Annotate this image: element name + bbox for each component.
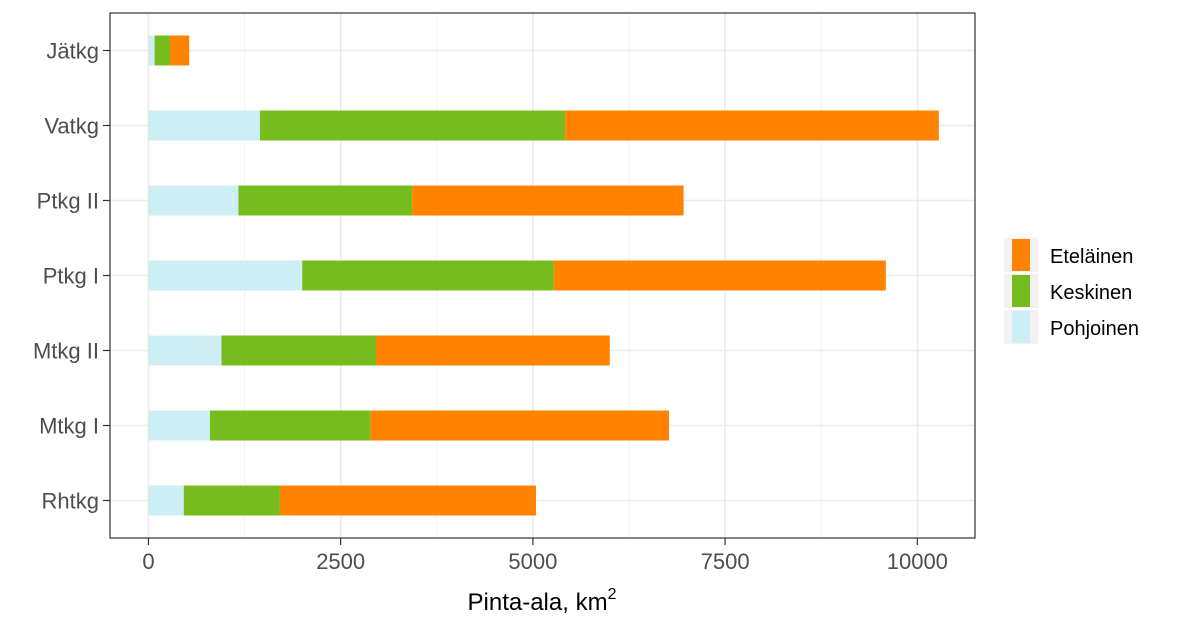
bar-segment-etel-inen — [370, 410, 669, 441]
bar-segment-etel-inen — [279, 485, 536, 516]
bar-segment-etel-inen — [553, 260, 886, 291]
bar-segment-pohjoinen — [148, 185, 239, 216]
bar-segment-pohjoinen — [148, 260, 303, 291]
y-tick-label: Ptkg II — [37, 189, 99, 214]
bar-segment-keskinen — [259, 110, 566, 141]
legend-label: Keskinen — [1050, 282, 1132, 304]
y-axis: Rhtkg Mtkg I Mtkg II Ptkg I Ptkg II Vatkg Jätk… — [33, 39, 110, 514]
legend-swatch — [1012, 239, 1030, 271]
x-axis: 0 2500 5000 7500 10000 — [142, 538, 948, 574]
bar-segment-etel-inen — [169, 35, 190, 66]
y-tick-label: Jätkg — [46, 39, 99, 64]
bar-segment-pohjoinen — [148, 110, 260, 141]
bar-segment-pohjoinen — [148, 335, 222, 366]
x-tick-label: 5000 — [508, 549, 557, 574]
x-tick-label: 2500 — [316, 549, 365, 574]
bar-segment-pohjoinen — [148, 485, 184, 516]
legend-swatch — [1012, 275, 1030, 307]
legend: Eteläinen Keskinen Pohjoinen — [1004, 238, 1139, 344]
legend-label: Pohjoinen — [1050, 318, 1139, 340]
legend-label: Eteläinen — [1050, 246, 1133, 268]
bar-segment-etel-inen — [565, 110, 939, 141]
x-tick-label: 10000 — [887, 549, 948, 574]
bar-segment-keskinen — [183, 485, 280, 516]
bar-segment-pohjoinen — [148, 410, 210, 441]
x-axis-title: Pinta-ala, km2 — [468, 586, 617, 616]
y-tick-label: Mtkg II — [33, 339, 99, 364]
y-tick-label: Mtkg I — [39, 414, 99, 439]
bar-segment-keskinen — [209, 410, 371, 441]
bar-segment-keskinen — [221, 335, 377, 366]
x-tick-label: 0 — [142, 549, 154, 574]
x-tick-label: 7500 — [701, 549, 750, 574]
x-axis-title-text: Pinta-ala, km — [468, 589, 608, 616]
bar-segment-pohjoinen — [148, 35, 155, 66]
y-tick-label: Rhtkg — [42, 489, 99, 514]
bars — [148, 35, 939, 516]
x-axis-title-superscript: 2 — [608, 586, 617, 603]
bar-segment-etel-inen — [376, 335, 610, 366]
y-tick-label: Vatkg — [44, 114, 99, 139]
bar-segment-keskinen — [302, 260, 554, 291]
bar-segment-keskinen — [238, 185, 413, 216]
bar-segment-keskinen — [154, 35, 170, 66]
bar-segment-etel-inen — [412, 185, 684, 216]
legend-swatch — [1012, 311, 1030, 343]
y-tick-label: Ptkg I — [43, 264, 99, 289]
